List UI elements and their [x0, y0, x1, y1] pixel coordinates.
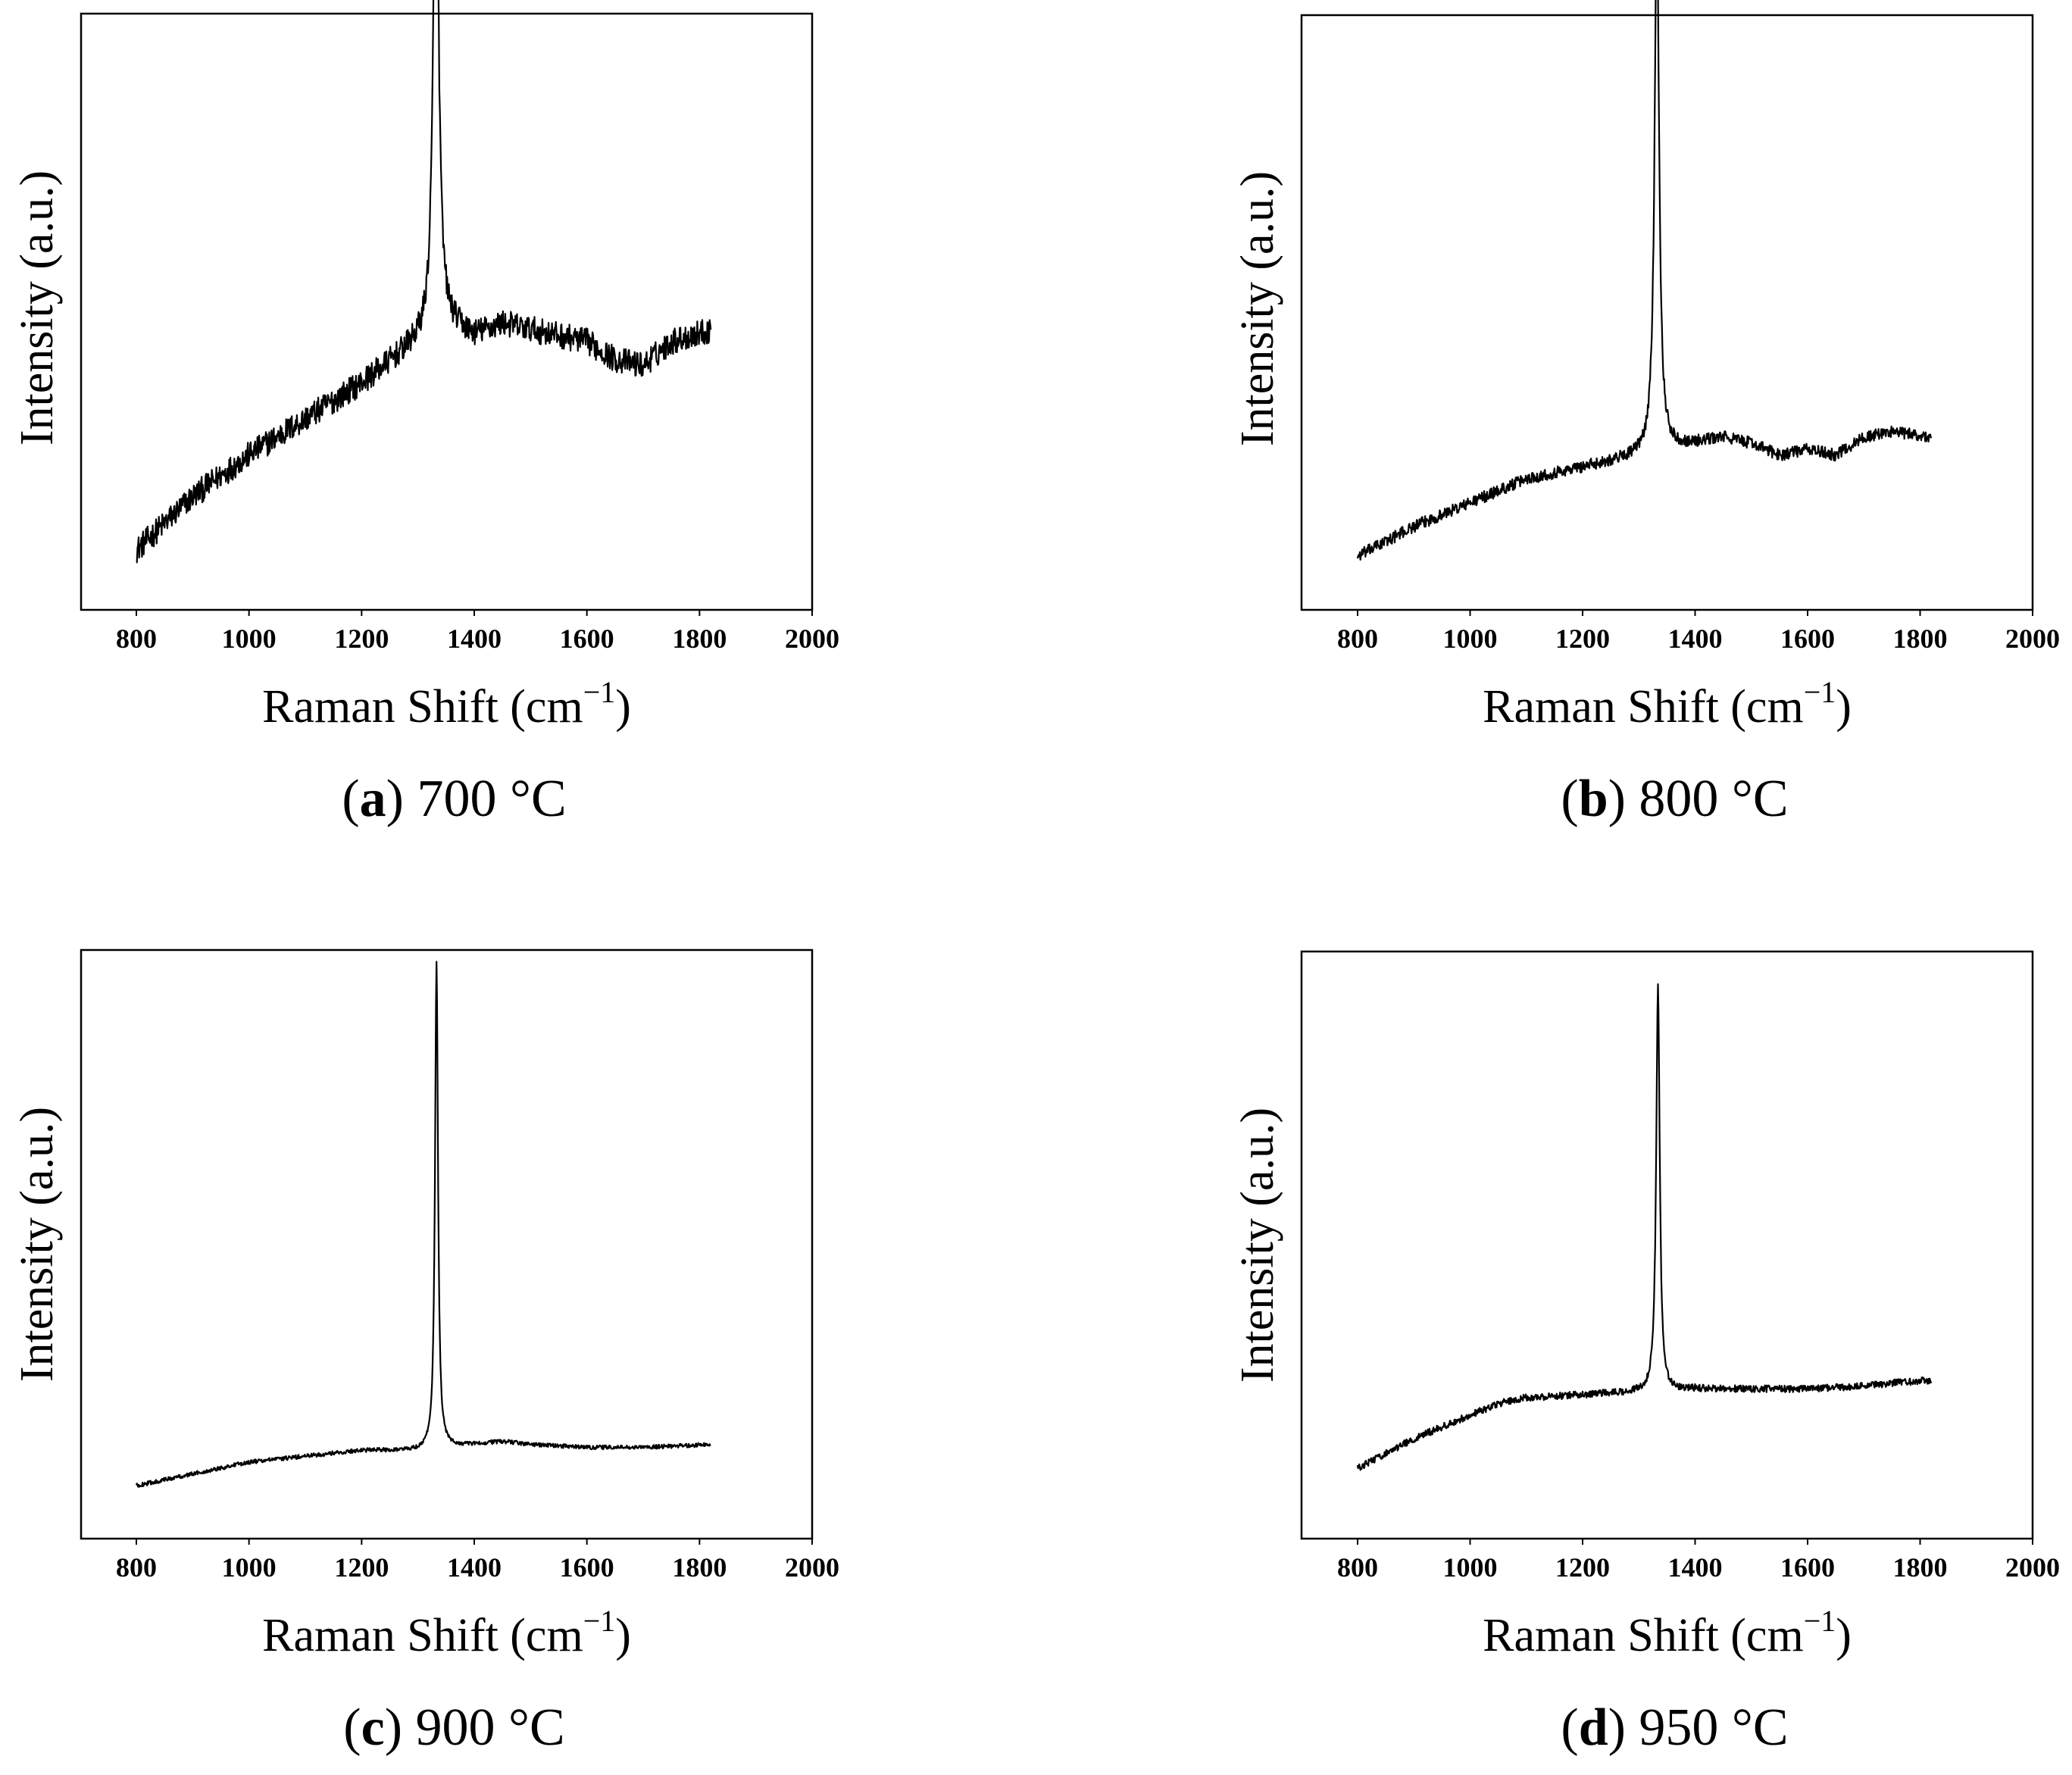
x-tick-label: 1800	[1893, 623, 1948, 654]
x-tick-label: 1000	[222, 1552, 277, 1583]
x-tick-label: 2000	[785, 1552, 839, 1583]
x-tick-label: 1200	[334, 1552, 389, 1583]
x-axis-title: Raman Shift (cm−1)	[262, 675, 631, 733]
panel-caption: (b) 800 °C	[1561, 770, 1788, 828]
x-axis-title: Raman Shift (cm−1)	[1483, 1604, 1852, 1661]
x-tick-label: 1200	[1555, 623, 1610, 654]
y-axis-title: Intensity (a.u.)	[11, 170, 63, 445]
x-tick-label: 1800	[672, 623, 727, 654]
panel-caption: (d) 950 °C	[1561, 1698, 1788, 1757]
x-tick-label: 800	[1337, 623, 1378, 654]
chart-panel-c: 800 1000 1200 1400 1600 1800 2000 Raman Shift (…	[11, 948, 839, 1757]
plot-frame	[80, 948, 814, 1540]
x-tick-label: 2000	[2005, 1552, 2060, 1583]
y-axis-title: Intensity (a.u.)	[11, 1107, 63, 1382]
plot-frame	[1300, 950, 2034, 1540]
x-tick-label: 1400	[1668, 1552, 1723, 1583]
x-tick-label: 800	[116, 623, 157, 654]
x-tick-label: 1200	[334, 623, 389, 654]
x-tick-label: 2000	[2005, 623, 2060, 654]
chart-panel-a: 800 1000 1200 1400 1600 1800 2000 Raman Shift (…	[11, 0, 839, 828]
plot-frame	[1300, 14, 2034, 611]
x-tick-label: 1600	[560, 623, 614, 654]
x-tick-label: 1400	[447, 1552, 502, 1583]
x-axis-title: Raman Shift (cm−1)	[1483, 675, 1852, 733]
y-axis-title: Intensity (a.u.)	[1232, 1108, 1283, 1383]
x-tick-label: 800	[116, 1552, 157, 1583]
spectrum-line	[135, 961, 711, 1488]
chart-panel-d: 800 1000 1200 1400 1600 1800 2000 Raman Shift (…	[1232, 950, 2060, 1757]
x-tick-label: 800	[1337, 1552, 1378, 1583]
x-tick-label: 1600	[560, 1552, 614, 1583]
x-tick-label: 1200	[1555, 1552, 1610, 1583]
panel-caption: (c) 900 °C	[343, 1698, 564, 1757]
x-axis-title: Raman Shift (cm−1)	[262, 1604, 631, 1661]
x-tick-label: 1800	[672, 1552, 727, 1583]
x-tick-label: 2000	[785, 623, 839, 654]
x-tick-label: 1600	[1780, 623, 1835, 654]
x-tick-label: 1000	[222, 623, 277, 654]
x-tick-label: 1000	[1443, 1552, 1498, 1583]
x-tick-label: 1000	[1443, 623, 1498, 654]
panel-caption: (a) 700 °C	[342, 770, 566, 828]
plot-frame	[80, 12, 814, 611]
spectrum-line	[1356, 983, 1933, 1471]
x-tick-label: 1600	[1780, 1552, 1835, 1583]
spectrum-line	[136, 0, 712, 564]
spectrum-line	[1356, 0, 1933, 561]
x-tick-label: 1400	[1668, 623, 1723, 654]
x-tick-label: 1800	[1893, 1552, 1948, 1583]
x-tick-label: 1400	[447, 623, 502, 654]
chart-panel-b: 800 1000 1200 1400 1600 1800 2000 Raman Shift (…	[1232, 0, 2060, 828]
y-axis-title: Intensity (a.u.)	[1232, 171, 1283, 446]
